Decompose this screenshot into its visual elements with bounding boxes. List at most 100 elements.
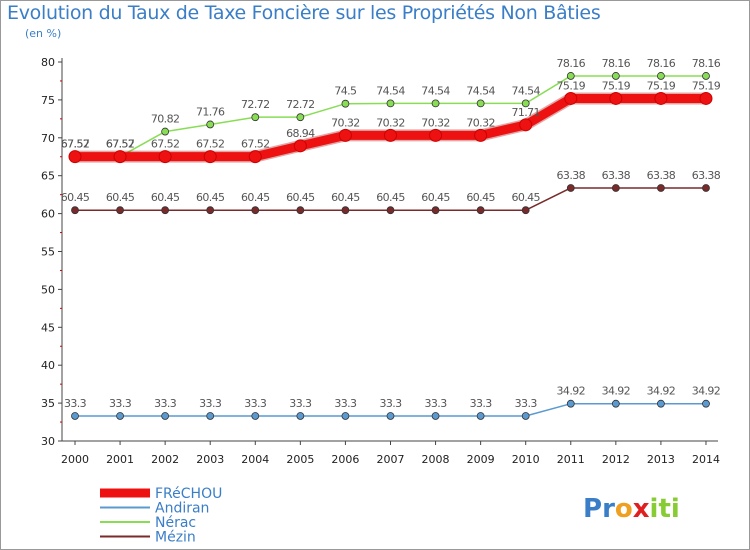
- brand-letter: t: [658, 494, 670, 524]
- data-point: [206, 120, 215, 129]
- data-label: 75.19: [602, 79, 631, 92]
- chart-title: Evolution du Taux de Taxe Foncière sur l…: [7, 2, 601, 24]
- data-point: [338, 128, 352, 142]
- data-label: 63.38: [647, 169, 676, 182]
- data-point: [71, 206, 79, 215]
- x-tick-label: 2005: [286, 453, 314, 466]
- data-label: 70.32: [376, 116, 405, 129]
- data-point: [206, 412, 215, 420]
- data-label: 60.45: [151, 191, 180, 204]
- brand-letter: P: [583, 494, 602, 524]
- data-point: [341, 99, 350, 108]
- proxiti-text: Proxiti: [583, 494, 680, 524]
- data-label: 33.3: [425, 397, 448, 410]
- data-point: [611, 184, 620, 192]
- data-label: 33.3: [244, 397, 267, 410]
- data-point: [68, 150, 82, 164]
- data-label: 72.72: [241, 98, 270, 111]
- data-label: 67.52: [241, 138, 270, 151]
- data-point: [566, 72, 575, 80]
- data-point: [158, 150, 172, 164]
- data-point: [386, 99, 395, 108]
- y-axis-unit: (en %): [25, 27, 62, 40]
- data-label: 60.45: [241, 191, 270, 204]
- x-tick-label: 2009: [467, 453, 495, 466]
- legend-item-andiran: Andiran: [100, 501, 209, 517]
- data-label: 34.92: [647, 385, 676, 398]
- series-andiran: 33.3 33.3 33.3 33.3 33.3 33.3 33.3 33.3 33.3 33.3…: [64, 385, 721, 420]
- y-tick-label: 80: [41, 56, 55, 69]
- data-label: 33.3: [64, 397, 87, 410]
- y-tick-label: 55: [41, 246, 55, 259]
- x-tick-label: 2012: [602, 453, 630, 466]
- data-point: [341, 412, 350, 420]
- data-label: 67.52: [106, 138, 135, 151]
- data-label: 74.54: [421, 84, 450, 97]
- data-point: [431, 206, 440, 215]
- data-point: [609, 91, 623, 105]
- data-label: 33.3: [289, 397, 312, 410]
- legend-item-mézin: Mézin: [100, 530, 196, 546]
- data-label: 63.38: [602, 169, 631, 182]
- data-point: [521, 206, 530, 215]
- data-label: 67.52: [151, 138, 180, 151]
- data-label: 63.38: [692, 169, 721, 182]
- data-point: [654, 91, 668, 105]
- data-point: [657, 399, 665, 408]
- series-nérac: 67.52 67.52 70.82 71.76 72.72 72.72 74.5 74.54 7…: [61, 57, 721, 161]
- legend-label: Nérac: [155, 515, 196, 531]
- data-point: [702, 72, 710, 80]
- data-point: [564, 91, 578, 105]
- y-tick-label: 70: [41, 132, 55, 145]
- y-tick-label: 75: [41, 94, 55, 107]
- data-label: 78.16: [557, 57, 586, 70]
- data-point: [116, 412, 124, 420]
- data-label: 75.19: [692, 79, 721, 92]
- data-label: 34.92: [602, 385, 631, 398]
- data-label: 75.19: [557, 79, 586, 92]
- x-tick-label: 2014: [692, 453, 720, 466]
- data-point: [161, 412, 170, 420]
- x-tick-label: 2013: [647, 453, 675, 466]
- data-label: 78.16: [692, 57, 721, 70]
- data-point: [386, 206, 395, 215]
- data-point: [113, 150, 127, 164]
- data-point: [429, 128, 443, 142]
- data-label: 33.3: [199, 397, 222, 410]
- data-label: 67.52: [61, 138, 90, 151]
- data-label: 60.45: [286, 191, 315, 204]
- brand-letter: i: [650, 494, 659, 524]
- legend-item-nérac: Nérac: [100, 515, 196, 531]
- brand-letter: x: [633, 494, 650, 524]
- data-label: 63.38: [557, 169, 586, 182]
- data-point: [161, 127, 170, 136]
- legend-label: Mézin: [155, 530, 196, 546]
- data-label: 71.76: [196, 105, 225, 118]
- brand-letter: r: [602, 494, 615, 524]
- data-point: [296, 113, 305, 122]
- data-point: [702, 399, 710, 408]
- data-point: [203, 150, 217, 164]
- data-label: 60.45: [421, 191, 450, 204]
- data-point: [248, 150, 262, 164]
- data-point: [657, 72, 665, 80]
- series-layer: 60.45 60.45 60.45 60.45 60.45 60.45 60.45 60.45…: [61, 57, 721, 420]
- data-point: [161, 206, 170, 215]
- data-label: 78.16: [602, 57, 631, 70]
- data-label: 33.3: [470, 397, 493, 410]
- proxiti-logo: Proxiti: [583, 494, 680, 524]
- data-point: [251, 412, 260, 420]
- legend-label: FRéCHOU: [155, 486, 222, 502]
- data-point: [611, 72, 620, 80]
- data-label: 67.57: [106, 138, 135, 151]
- data-label: 78.16: [647, 57, 676, 70]
- data-label: 60.45: [196, 191, 225, 204]
- y-tick-label: 50: [41, 283, 55, 296]
- data-point: [657, 184, 665, 192]
- data-label: 60.45: [61, 191, 90, 204]
- data-label: 70.32: [466, 116, 495, 129]
- data-label: 74.54: [466, 84, 495, 97]
- legend-item-fréchou: FRéCHOU: [100, 486, 222, 502]
- data-label: 71.71: [511, 106, 540, 119]
